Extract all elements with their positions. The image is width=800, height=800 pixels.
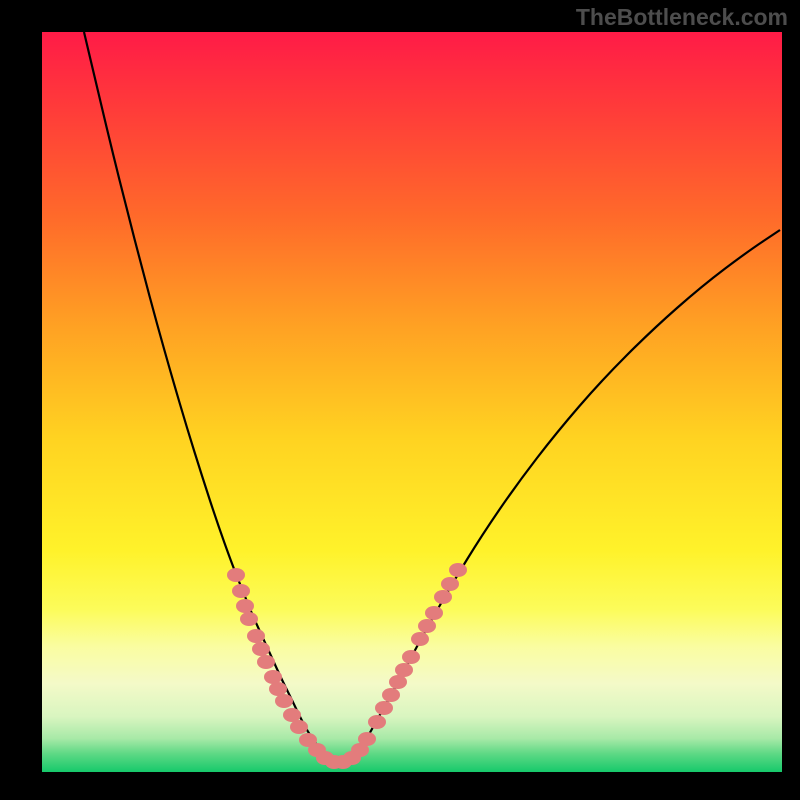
curve-marker bbox=[441, 577, 459, 591]
curve-marker bbox=[227, 568, 245, 582]
curve-marker bbox=[418, 619, 436, 633]
watermark-text: TheBottleneck.com bbox=[576, 4, 788, 31]
curve-marker bbox=[449, 563, 467, 577]
curve-marker bbox=[411, 632, 429, 646]
curve-marker bbox=[395, 663, 413, 677]
chart-plot-area bbox=[42, 32, 782, 772]
curve-marker bbox=[290, 720, 308, 734]
curve-marker bbox=[232, 584, 250, 598]
curve-marker bbox=[358, 732, 376, 746]
curve-marker bbox=[375, 701, 393, 715]
curve-marker bbox=[389, 675, 407, 689]
curve-marker bbox=[283, 708, 301, 722]
curve-marker bbox=[269, 682, 287, 696]
curve-marker bbox=[275, 694, 293, 708]
curve-marker bbox=[252, 642, 270, 656]
curve-marker bbox=[434, 590, 452, 604]
curve-marker bbox=[257, 655, 275, 669]
curve-marker bbox=[240, 612, 258, 626]
chart-svg bbox=[42, 32, 782, 772]
curve-marker bbox=[236, 599, 254, 613]
curve-marker bbox=[402, 650, 420, 664]
curve-marker bbox=[425, 606, 443, 620]
curve-marker bbox=[382, 688, 400, 702]
curve-marker bbox=[247, 629, 265, 643]
curve-marker bbox=[368, 715, 386, 729]
curve-marker bbox=[264, 670, 282, 684]
